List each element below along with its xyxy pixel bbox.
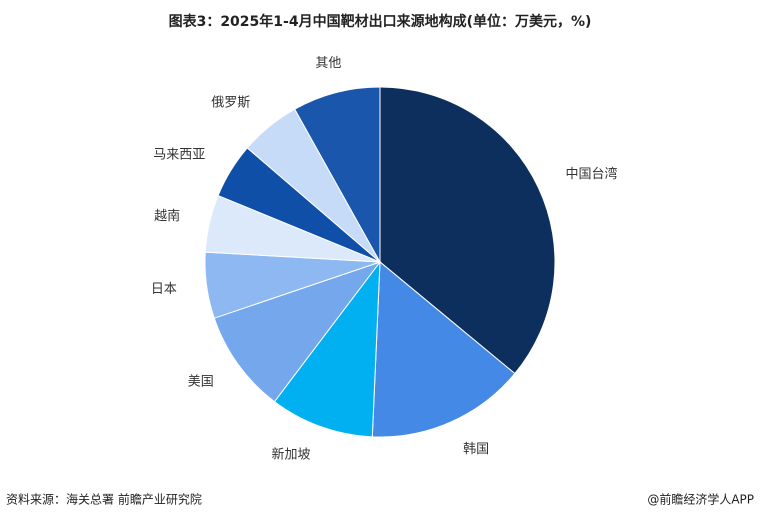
pie-slice [371, 260, 516, 438]
chart-title: 图表3：2025年1-4月中国靶材出口来源地构成(单位：万美元，%) [169, 13, 592, 30]
slice-label: 中国台湾 [565, 166, 617, 182]
slice-label: 其他 [315, 56, 341, 71]
slice-label: 美国 [188, 374, 214, 389]
slice-label: 马来西亚 [153, 147, 205, 162]
pie-slice [294, 86, 381, 264]
slice-label: 越南 [154, 208, 180, 224]
slice-label: 韩国 [463, 442, 489, 457]
source: 资料来源：海关总署 前瞻产业研究院 [6, 492, 202, 507]
slice-label: 俄罗斯 [211, 96, 250, 111]
pie-slice [379, 86, 556, 375]
pie-slice [273, 260, 381, 438]
slice-label: 新加坡 [272, 446, 311, 462]
slice-label: 日本 [151, 282, 177, 297]
credit: @前瞻经济学人APP [647, 492, 754, 507]
pie-slice [213, 261, 382, 403]
